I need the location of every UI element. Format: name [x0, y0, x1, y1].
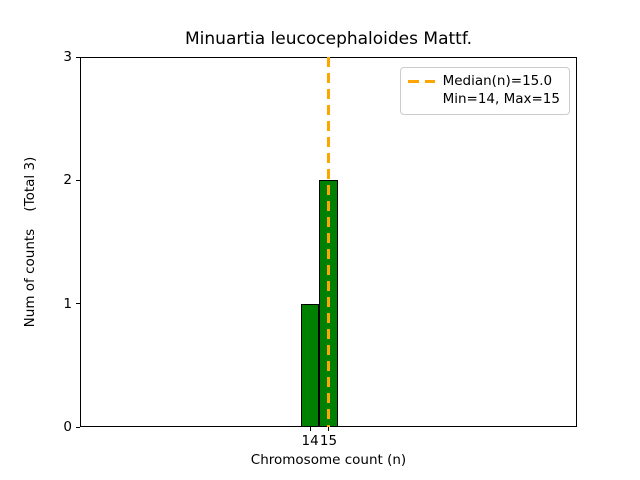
plot-area: Median(n)=15.0 Min=14, Max=15 [80, 57, 577, 427]
y-tick-label: 0 [63, 419, 72, 435]
legend-row-median: Median(n)=15.0 [407, 73, 560, 91]
histogram-bar [300, 303, 320, 427]
legend-minmax-label: Min=14, Max=15 [442, 90, 560, 107]
y-tick-label: 3 [63, 49, 72, 65]
x-tick-label: 15 [319, 433, 338, 449]
x-tick-mark [309, 427, 311, 431]
x-axis-label: Chromosome count (n) [250, 452, 407, 468]
y-tick-mark [76, 426, 80, 428]
y-axis-label-text: Num of counts (Total 3) [22, 156, 38, 328]
x-tick-label: 14 [301, 433, 319, 449]
legend-median-label: Median(n)=15.0 [442, 73, 553, 89]
legend: Median(n)=15.0 Min=14, Max=15 [399, 67, 570, 115]
median-dash-icon [407, 80, 435, 84]
chart-title: Minuartia leucocephaloides Mattf. [185, 29, 472, 49]
y-tick-mark [76, 303, 80, 305]
y-tick-mark [76, 179, 80, 181]
legend-row-minmax: Min=14, Max=15 [408, 91, 560, 109]
y-tick-label: 1 [63, 295, 72, 312]
median-line [327, 57, 330, 427]
legend-swatch-spacer [408, 98, 435, 101]
y-tick-label: 2 [63, 172, 72, 189]
x-tick-mark [328, 427, 329, 431]
y-tick-mark [76, 56, 80, 58]
